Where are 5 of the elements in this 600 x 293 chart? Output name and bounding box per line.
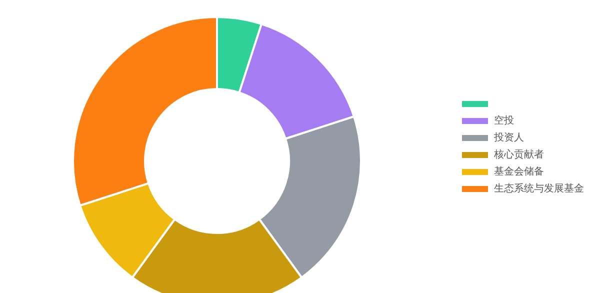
legend-label: 基金会储备 [494, 166, 544, 178]
legend-label: 投资人 [493, 132, 524, 144]
legend-label: 生态系统与发展基金 [494, 182, 584, 194]
legend-label: 核心贡献者 [493, 148, 544, 160]
legend-label: 空投 [494, 114, 514, 126]
